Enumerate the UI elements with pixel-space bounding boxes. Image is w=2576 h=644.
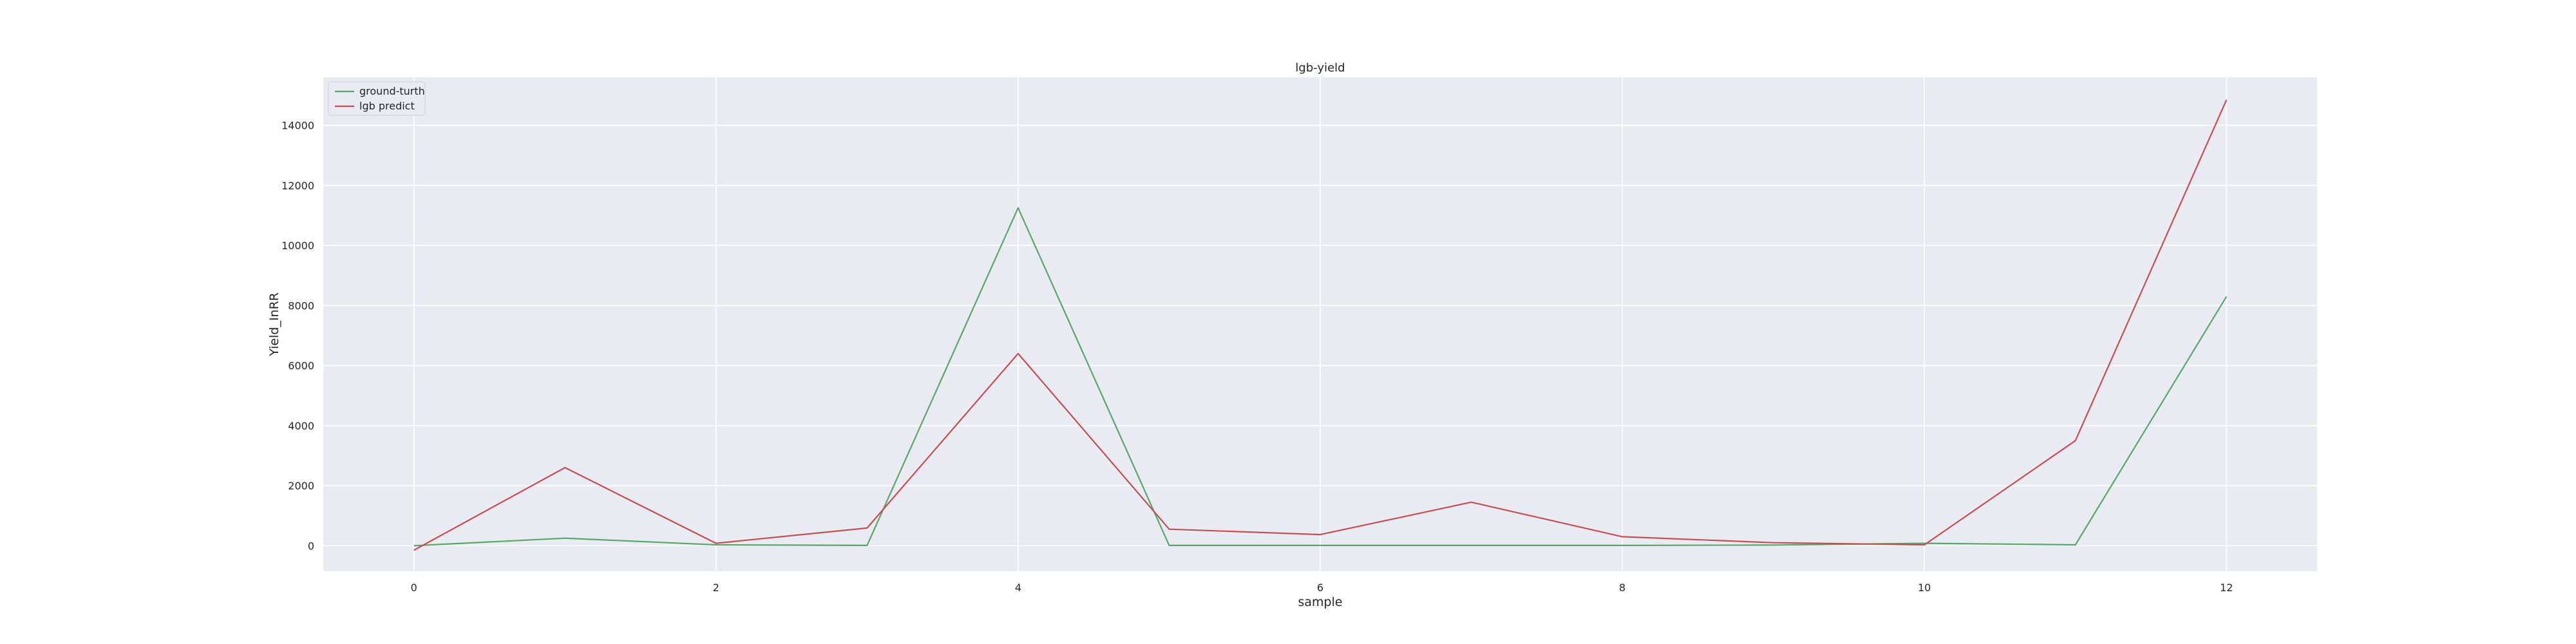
y-tick-label: 8000 — [288, 299, 314, 312]
y-tick-label: 14000 — [281, 120, 314, 132]
y-tick-label: 12000 — [281, 180, 314, 192]
legend-label: ground-turth — [359, 85, 425, 97]
x-tick-label: 0 — [411, 582, 417, 594]
x-axis-label: sample — [1298, 595, 1342, 609]
y-axis-label: Yield_InRR — [267, 292, 281, 357]
y-axis-ticks: 0 2000 4000 6000 8000 10000 12000 14000 — [281, 120, 314, 553]
y-tick-label: 0 — [308, 540, 314, 552]
x-tick-label: 8 — [1619, 582, 1625, 594]
y-tick-label: 10000 — [281, 240, 314, 252]
x-axis-ticks: 0 2 4 6 8 10 12 — [411, 582, 2233, 594]
chart-title: lgb-yield — [1295, 61, 1345, 75]
legend: ground-turth lgb predict — [328, 82, 425, 115]
x-tick-label: 6 — [1317, 582, 1323, 594]
y-tick-label: 2000 — [288, 480, 314, 492]
y-tick-label: 6000 — [288, 360, 314, 372]
x-tick-label: 2 — [713, 582, 719, 594]
x-tick-label: 10 — [1918, 582, 1931, 594]
y-tick-label: 4000 — [288, 420, 314, 432]
x-tick-label: 4 — [1015, 582, 1021, 594]
x-tick-label: 12 — [2220, 582, 2233, 594]
legend-label: lgb predict — [359, 100, 415, 112]
